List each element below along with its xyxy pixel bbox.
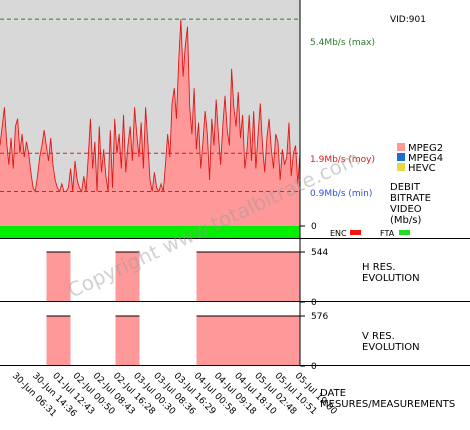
x-axis-title-line-1: DATE (320, 388, 346, 399)
h-res-top-label: 544 (311, 248, 328, 258)
fta-swatch (399, 230, 410, 235)
bitrate-title-line-2: BITRATE (390, 193, 431, 204)
h-res-title-line-1: H RES. (362, 262, 396, 273)
bitrate-title-line-4: (Mb/s) (390, 215, 421, 226)
hres-bars-bar-2 (196, 252, 300, 301)
encoding-status: ENC FTA (330, 229, 410, 238)
enc-label: ENC (330, 229, 347, 238)
legend-label-hevc: HEVC (408, 163, 436, 174)
h-res-title-line-2: EVOLUTION (362, 273, 420, 284)
hres-bars-bar-1 (115, 252, 140, 301)
legend-label-mpeg2: MPEG2 (408, 143, 443, 154)
enc-swatch (350, 230, 361, 235)
v-res-title-line-1: V RES. (362, 331, 395, 342)
max-label: 5.4Mb/s (max) (310, 38, 375, 48)
avg-label: 1.9Mb/s (moy) (310, 155, 375, 165)
vres-bars-bar-0 (46, 316, 71, 365)
bitrate-area-fill (0, 19, 300, 227)
bitrate-axis-title: DEBIT BITRATE VIDEO (Mb/s) (390, 182, 431, 226)
bitrate-area-series (0, 19, 301, 227)
bitrate-area-line (0, 19, 301, 193)
v-res-title-line-2: EVOLUTION (362, 342, 420, 353)
legend-swatch-mpeg2 (397, 143, 405, 151)
min-label: 0.9Mb/s (min) (310, 189, 372, 199)
h-res-zero-label: 0 (311, 298, 317, 308)
legend-label-mpeg4: MPEG4 (408, 153, 443, 164)
v-res-top-label: 576 (311, 312, 328, 322)
bitrate-title-line-1: DEBIT (390, 182, 421, 193)
vres-bars-bar-2 (196, 316, 300, 365)
v-res-zero-label: 0 (311, 362, 317, 372)
h-res-series (46, 251, 300, 301)
legend-swatch-hevc (397, 163, 405, 171)
encoding-strip (0, 226, 300, 238)
v-res-series (46, 315, 300, 365)
vres-bars-bar-1 (115, 316, 140, 365)
hres-bars-bar-0 (46, 252, 71, 301)
legend: MPEG2 MPEG4 HEVC (397, 143, 443, 174)
bitrate-zero-label: 0 (311, 222, 317, 232)
legend-swatch-mpeg4 (397, 153, 405, 161)
reference-lines (0, 18, 300, 193)
bitrate-title-line-3: VIDEO (390, 204, 422, 215)
vid-label: VID:901 (390, 15, 426, 25)
fta-label: FTA (380, 229, 395, 238)
x-axis-title-line-2: MESURES/MEASUREMENTS (320, 399, 455, 410)
